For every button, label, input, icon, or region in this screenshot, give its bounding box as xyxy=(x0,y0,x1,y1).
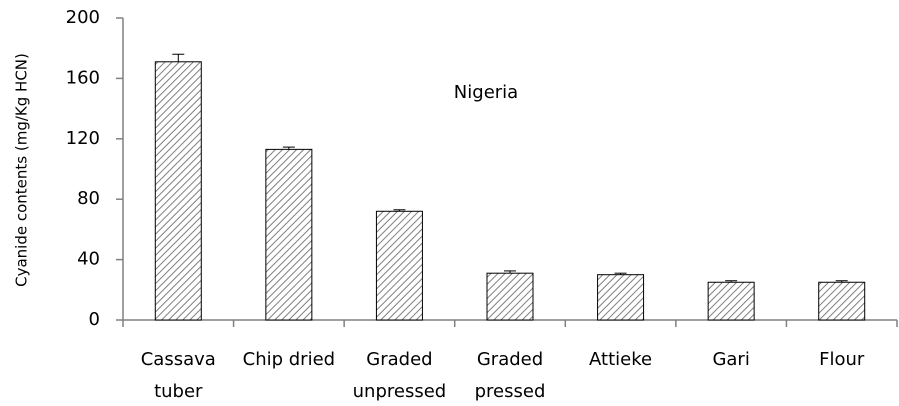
y-axis-label: Cyanide contents (mg/Kg HCN) xyxy=(13,53,31,287)
error-bar xyxy=(504,270,516,274)
error-bar xyxy=(282,146,295,150)
bar xyxy=(597,274,645,321)
x-tick-label: Gari xyxy=(712,349,749,370)
error-bar xyxy=(393,209,406,212)
x-tick-label: Cassava xyxy=(141,349,216,370)
x-tick-label: Graded xyxy=(477,349,543,370)
x-tick-label: tuber xyxy=(154,381,203,402)
x-tick-label: Graded xyxy=(366,349,432,370)
error-bar xyxy=(614,272,627,275)
x-tick-label: unpressed xyxy=(353,381,447,402)
bar xyxy=(486,272,534,321)
error-bar xyxy=(835,280,848,283)
bar xyxy=(154,61,202,321)
y-tick-label: 200 xyxy=(66,7,100,28)
bar xyxy=(818,281,866,321)
bar xyxy=(265,148,313,321)
x-tick-label: Attieke xyxy=(589,349,652,370)
bar xyxy=(375,210,423,321)
y-tick-label: 120 xyxy=(66,128,100,149)
x-tick-label: Chip dried xyxy=(243,349,335,370)
y-tick-label: 40 xyxy=(77,249,100,270)
y-tick-label: 0 xyxy=(89,309,100,330)
y-tick-label: 80 xyxy=(77,188,100,209)
y-tick-label: 160 xyxy=(66,67,100,88)
x-tick-label: Flour xyxy=(819,349,865,370)
annotation: Nigeria xyxy=(454,82,518,103)
error-bar xyxy=(172,53,185,62)
error-bar xyxy=(725,280,738,283)
x-tick-label: pressed xyxy=(475,381,546,402)
bar xyxy=(707,281,755,321)
